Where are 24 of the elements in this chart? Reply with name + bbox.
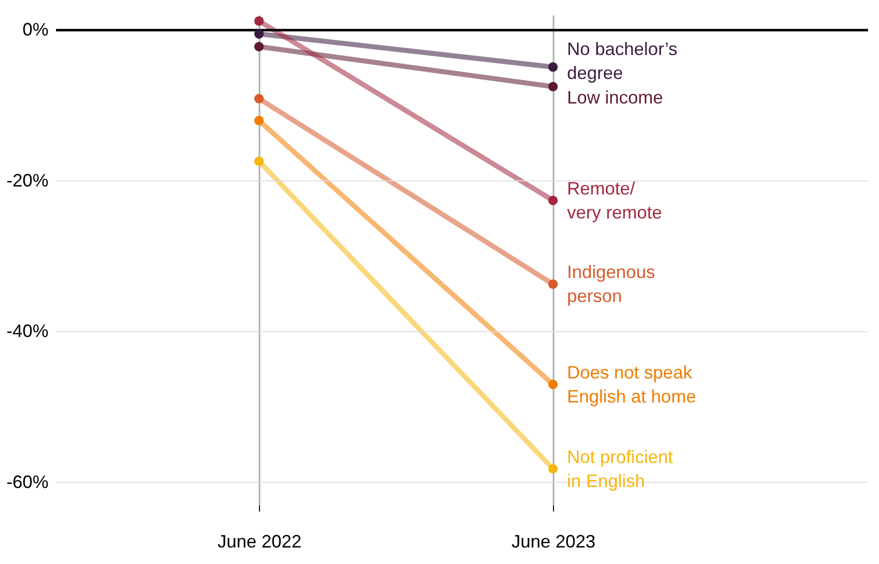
x-tick-label: June 2022	[217, 532, 302, 552]
y-tick-label: -60%	[6, 472, 48, 492]
series-label: No bachelor’s degree	[567, 39, 678, 84]
y-tick-label: 0%	[22, 20, 48, 40]
point	[254, 156, 264, 166]
point	[254, 116, 264, 126]
point	[548, 279, 558, 289]
series-label: Low income	[567, 88, 664, 108]
point	[254, 42, 264, 52]
series-label: Indigenous person	[567, 262, 656, 306]
point	[548, 196, 558, 206]
point	[548, 82, 558, 92]
x-tick-label: June 2023	[511, 532, 596, 552]
y-tick-label: -40%	[6, 321, 48, 342]
point	[548, 62, 558, 72]
series-label: Does not speak English at home	[567, 362, 696, 406]
point	[254, 16, 264, 26]
series-label: Not proficient in English	[567, 446, 674, 491]
point	[254, 94, 264, 104]
point	[254, 29, 264, 39]
y-tick-label: -20%	[6, 170, 48, 190]
point	[548, 380, 558, 390]
series-label: Remote/ very remote	[567, 178, 662, 222]
point	[548, 464, 558, 474]
